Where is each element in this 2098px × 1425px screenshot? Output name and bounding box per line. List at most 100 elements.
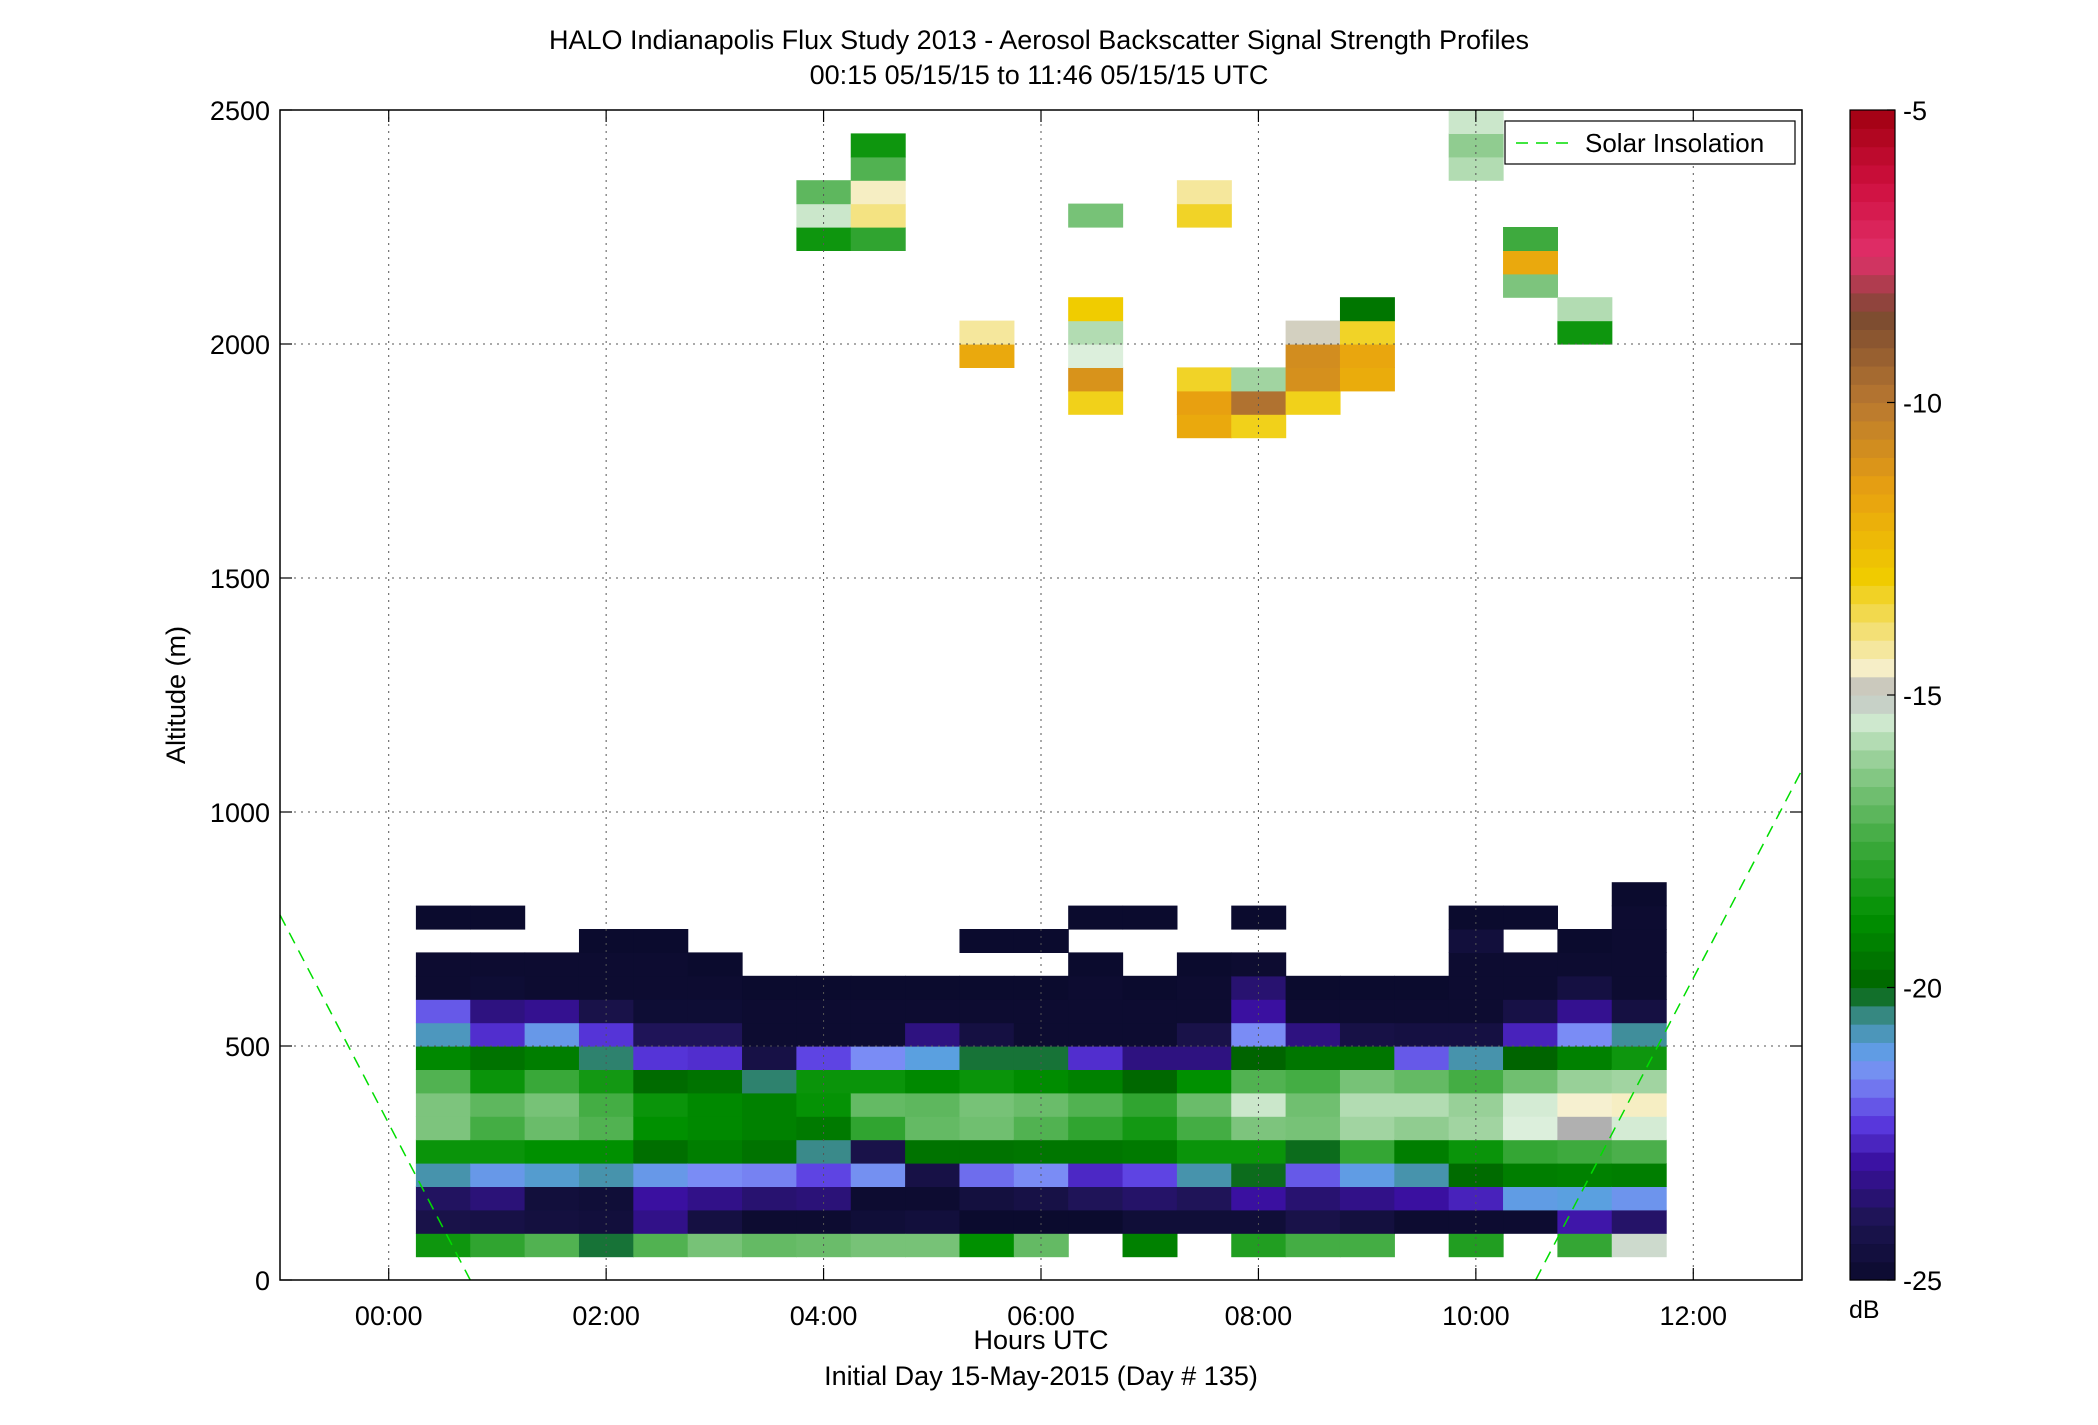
- heatmap-cell: [1339, 1163, 1395, 1187]
- heatmap-cell: [1503, 905, 1558, 930]
- y-axis-label: Altitude (m): [161, 626, 191, 764]
- heatmap-cell: [959, 1022, 1015, 1047]
- chart-subtitle: 00:15 05/15/15 to 11:46 05/15/15 UTC: [810, 60, 1269, 90]
- heatmap-cell: [850, 1069, 906, 1094]
- heatmap-cell: [1122, 1186, 1178, 1211]
- heatmap-cell: [470, 1069, 526, 1094]
- y-axis-ticks: 0 500 1000 1500 2000 2500: [210, 96, 1802, 1296]
- heatmap-cell: [1611, 1209, 1667, 1234]
- heatmap-cell: [1503, 1046, 1558, 1070]
- heatmap-cell: [1285, 975, 1341, 1000]
- heatmap-cell: [1231, 1209, 1287, 1234]
- heatmap-cell: [415, 1139, 471, 1164]
- heatmap-cell: [633, 952, 689, 977]
- colorbar-segment: [1850, 475, 1895, 495]
- heatmap-cell: [1176, 1116, 1232, 1141]
- colorbar-segment: [1850, 822, 1895, 842]
- heatmap-cell: [742, 975, 797, 1000]
- heatmap-cell: [415, 952, 471, 977]
- heatmap-cell: [1068, 1116, 1124, 1141]
- heatmap-cell: [415, 1186, 471, 1211]
- heatmap-cell: [1448, 1186, 1504, 1211]
- heatmap-cell: [850, 1046, 906, 1070]
- colorbar-tick-label: -10: [1903, 389, 1942, 419]
- heatmap-cell: [1068, 390, 1124, 415]
- heatmap-cell: [1068, 203, 1124, 228]
- heatmap-cell: [1557, 1116, 1613, 1141]
- heatmap-cell: [1611, 1163, 1667, 1187]
- colorbar-segment: [1850, 768, 1895, 788]
- colorbar-segment: [1850, 786, 1895, 806]
- colorbar-segment: [1850, 347, 1895, 367]
- colorbar-segment: [1850, 1188, 1895, 1208]
- colorbar: [1850, 110, 1895, 1281]
- heatmap-cell: [578, 1209, 634, 1234]
- colorbar-segment: [1850, 1024, 1895, 1043]
- heatmap-cell: [1013, 1069, 1069, 1094]
- colorbar-segment: [1850, 713, 1895, 733]
- heatmap-cell: [524, 1092, 580, 1117]
- colorbar-segment: [1850, 1060, 1895, 1080]
- colorbar-segment: [1850, 384, 1895, 404]
- heatmap-cell: [742, 1046, 797, 1070]
- heatmap-cell: [1176, 999, 1232, 1024]
- heatmap-cell: [742, 1163, 797, 1187]
- heatmap-cell: [1611, 1139, 1667, 1164]
- heatmap-cell: [578, 1069, 634, 1094]
- y-tick-label: 0: [255, 1266, 270, 1296]
- heatmap-cell: [1231, 1069, 1287, 1094]
- heatmap-cell: [633, 1116, 689, 1141]
- heatmap-cell: [524, 1163, 580, 1187]
- heatmap-cell: [687, 999, 743, 1024]
- colorbar-tick-label: -25: [1903, 1266, 1942, 1296]
- heatmap-cell: [1557, 1092, 1613, 1117]
- heatmap-cell: [905, 1186, 961, 1211]
- colorbar-segment: [1850, 731, 1895, 751]
- heatmap-cell: [687, 1186, 743, 1211]
- heatmap-cell: [742, 1233, 797, 1258]
- heatmap-cell: [1285, 367, 1341, 392]
- heatmap-cell: [1503, 1116, 1558, 1141]
- heatmap-cells: [415, 110, 1667, 1258]
- heatmap-cell: [415, 1116, 471, 1141]
- colorbar-segment: [1850, 1243, 1895, 1263]
- heatmap-cell: [1122, 975, 1178, 1000]
- heatmap-cell: [742, 1069, 797, 1094]
- heatmap-cell: [524, 1209, 580, 1234]
- heatmap-cell: [1231, 999, 1287, 1024]
- heatmap-cell: [1611, 999, 1667, 1024]
- heatmap-cell: [1394, 1069, 1450, 1094]
- heatmap-cell: [1285, 1233, 1341, 1258]
- heatmap-cell: [687, 1022, 743, 1047]
- heatmap-cell: [415, 975, 471, 1000]
- heatmap-cell: [524, 1233, 580, 1258]
- heatmap-cell: [1339, 1139, 1395, 1164]
- heatmap-cell: [1122, 1139, 1178, 1164]
- heatmap-cell: [905, 1046, 961, 1070]
- heatmap-cell: [742, 1139, 797, 1164]
- heatmap-cell: [850, 1233, 906, 1258]
- heatmap-cell: [524, 1022, 580, 1047]
- heatmap-cell: [1503, 999, 1558, 1024]
- heatmap-cell: [1068, 1209, 1124, 1234]
- colorbar-segment: [1850, 530, 1895, 550]
- heatmap-cell: [1394, 1139, 1450, 1164]
- heatmap-cell: [578, 929, 634, 953]
- heatmap-cell: [850, 133, 906, 158]
- heatmap-cell: [850, 156, 906, 181]
- heatmap-cell: [1231, 1139, 1287, 1164]
- heatmap-cell: [1448, 1139, 1504, 1164]
- heatmap-cell: [524, 1139, 580, 1164]
- heatmap-cell: [905, 999, 961, 1024]
- heatmap-cell: [524, 1186, 580, 1211]
- heatmap-cell: [415, 1092, 471, 1117]
- heatmap-cell: [1339, 999, 1395, 1024]
- heatmap-cell: [850, 1209, 906, 1234]
- heatmap-cell: [1611, 882, 1667, 907]
- heatmap-cell: [1122, 999, 1178, 1024]
- x-tick-label: 00:00: [355, 1301, 423, 1331]
- heatmap-cell: [796, 180, 852, 205]
- colorbar-segment: [1850, 1206, 1895, 1226]
- heatmap-cell: [742, 1092, 797, 1117]
- colorbar-segment: [1850, 1170, 1895, 1190]
